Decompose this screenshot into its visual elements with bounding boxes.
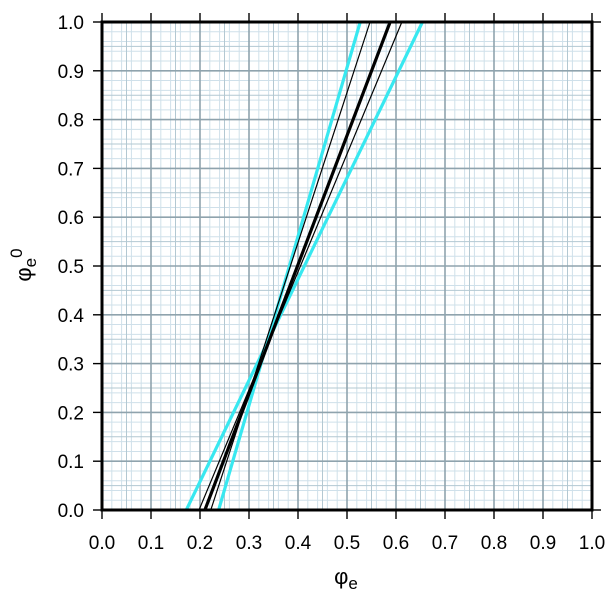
x-tick-label: 0.3 bbox=[236, 533, 262, 554]
y-axis-symbol: φ bbox=[11, 267, 36, 281]
y-tick-label: 0.6 bbox=[58, 208, 84, 229]
x-tick-label: 0.2 bbox=[187, 533, 213, 554]
x-tick-label: 0.6 bbox=[383, 533, 409, 554]
series-layer bbox=[184, 21, 424, 511]
y-tick-label: 1.0 bbox=[58, 13, 84, 34]
y-tick-labels: 0.0 0.1 0.2 0.3 0.4 0.5 0.6 0.7 0.8 0.9 1.0 bbox=[58, 13, 85, 522]
x-tick-label: 0.7 bbox=[432, 533, 458, 554]
x-tick-label: 0.4 bbox=[285, 533, 312, 554]
x-tick-label: 0.1 bbox=[138, 533, 164, 554]
x-tick-label: 0.5 bbox=[334, 533, 360, 554]
x-axis-title: φe bbox=[334, 564, 358, 591]
y-tick-label: 0.9 bbox=[58, 62, 84, 83]
series-line-1 bbox=[184, 21, 424, 511]
x-axis-subscript: e bbox=[348, 574, 357, 591]
y-tick-label: 0.8 bbox=[58, 111, 84, 132]
major-grid bbox=[102, 22, 592, 510]
x-tick-label: 0.9 bbox=[530, 533, 556, 554]
x-tick-labels: 0.0 0.1 0.2 0.3 0.4 0.5 0.6 0.7 0.8 0.9 1.0 bbox=[89, 533, 605, 554]
x-tick-label: 0.8 bbox=[481, 533, 507, 554]
x-tick-label: 0.0 bbox=[89, 533, 115, 554]
y-axis-title: φe0 bbox=[7, 248, 40, 281]
y-tick-label: 0.4 bbox=[58, 306, 85, 327]
series-line-3 bbox=[198, 21, 403, 511]
x-tick-label: 1.0 bbox=[579, 533, 605, 554]
axis-ticks bbox=[93, 13, 601, 519]
y-tick-label: 0.0 bbox=[58, 501, 84, 522]
y-tick-label: 0.2 bbox=[58, 403, 84, 424]
y-axis-superscript: 0 bbox=[7, 248, 26, 257]
y-tick-label: 0.1 bbox=[58, 452, 84, 473]
y-tick-label: 0.3 bbox=[58, 355, 84, 376]
x-axis-symbol: φ bbox=[334, 564, 348, 589]
y-axis-subscript: e bbox=[21, 258, 40, 267]
series-line-2 bbox=[217, 21, 362, 511]
series-line-5 bbox=[203, 21, 392, 511]
y-tick-label: 0.7 bbox=[58, 159, 84, 180]
y-tick-label: 0.5 bbox=[58, 257, 84, 278]
